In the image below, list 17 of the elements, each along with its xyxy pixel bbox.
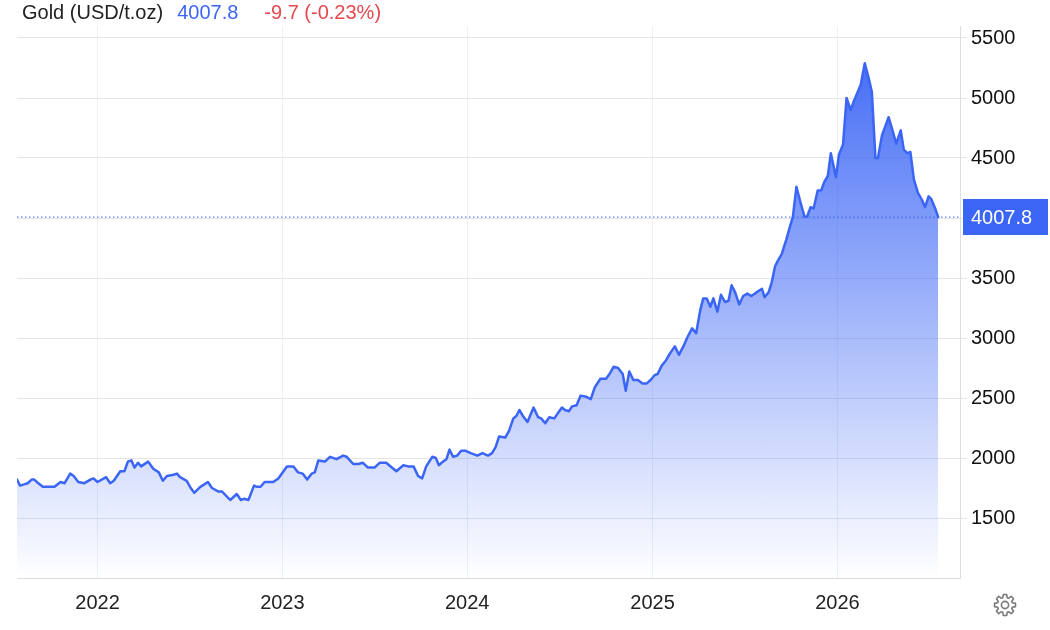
y-tick-label: 5000 <box>971 85 1016 108</box>
ref-line-label: 4007.8 <box>971 205 1033 228</box>
y-tick-label: 3500 <box>971 265 1016 288</box>
x-tick-label: 2024 <box>444 590 490 613</box>
y-tick-label: 2000 <box>971 445 1016 468</box>
text: 4007.8 <box>177 1 239 23</box>
x-tick-label: 2022 <box>75 590 120 613</box>
y-tick-label: 1500 <box>971 505 1016 528</box>
y-tick-label: 3000 <box>971 325 1016 348</box>
y-tick-label: 5500 <box>971 25 1016 48</box>
chart-title: Gold (USD/t.oz) <box>22 1 164 23</box>
x-tick-label: 2025 <box>630 590 675 613</box>
y-tick-label: 4500 <box>971 145 1016 168</box>
text: -9.7 (-0.23%) <box>264 1 382 23</box>
x-tick-label: 2026 <box>815 590 860 613</box>
y-tick-label: 2500 <box>971 385 1016 408</box>
x-tick-label: 2023 <box>260 590 305 613</box>
